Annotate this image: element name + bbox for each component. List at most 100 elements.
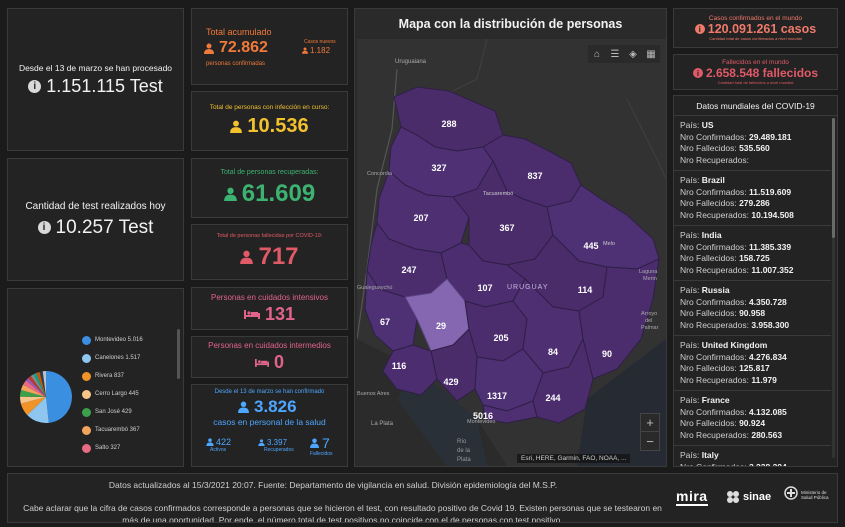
country-field: País: Russia	[680, 285, 730, 295]
legend-item[interactable]: Montevideo 5.016	[82, 331, 174, 349]
pie-slice[interactable]	[28, 375, 46, 397]
people-icon	[206, 438, 214, 446]
country-item[interactable]: País: US Nro Confirmados: 29.489.181 Nro F…	[674, 116, 831, 171]
country-field: País: Brazil	[680, 175, 725, 185]
pie-slice[interactable]	[27, 397, 49, 423]
activos-label: Activos	[210, 447, 227, 453]
legend-item[interactable]: Canelones 1.517	[82, 349, 174, 367]
intermedios-value: 0	[273, 352, 284, 372]
department-count-label[interactable]: 205	[493, 333, 508, 343]
zoom-out-button[interactable]: −	[646, 433, 654, 449]
pie-slice[interactable]	[33, 372, 46, 397]
pie-slice[interactable]	[25, 378, 46, 397]
country-field: Nro Fallecidos: 90.958	[680, 308, 766, 318]
place-la-plata: La Plata	[371, 421, 394, 427]
map-toolbar: ⌂ ☰ ◈ ▦	[588, 45, 660, 63]
country-list-scrollbar[interactable]	[832, 118, 835, 458]
map-canvas[interactable]: 288 327 837 207 367 445 247 107 114 67 29 205 84 90 11…	[357, 39, 666, 466]
list-icon[interactable]: ☰	[610, 48, 620, 60]
department-count-label[interactable]: 327	[431, 163, 446, 173]
pie-slice[interactable]	[46, 371, 73, 423]
total-acumulado-panel: Total acumulado 72.862 personas confirma…	[191, 8, 348, 85]
info-icon: i	[692, 68, 703, 78]
pie-slice[interactable]	[23, 380, 46, 397]
home-icon[interactable]: ⌂	[593, 48, 601, 60]
pie-slice[interactable]	[20, 390, 46, 397]
legend-swatch	[82, 335, 91, 345]
department-count-label[interactable]: 288	[441, 119, 456, 129]
country-field: Nro Fallecidos: 125.817	[680, 363, 770, 373]
pie-slice[interactable]	[42, 371, 46, 397]
place-uruguay: URUGUAY	[507, 284, 548, 291]
country-field: País: France	[680, 395, 730, 405]
personal-salud-sub: casos en personal de la salud	[213, 417, 326, 427]
place-rio-de-la-plata-1: Río	[457, 439, 467, 445]
legend-item[interactable]: Tacuarembó 367	[82, 421, 174, 439]
legend-item[interactable]: San José 429	[82, 403, 174, 421]
department-count-label[interactable]: 107	[477, 283, 492, 293]
legend-item[interactable]: Rivera 837	[82, 367, 174, 385]
department-count-label[interactable]: 429	[443, 377, 458, 387]
department-count-label[interactable]: 114	[578, 285, 593, 295]
pie-slice[interactable]	[30, 374, 46, 397]
department-count-label[interactable]: 84	[548, 347, 558, 357]
pie-slice[interactable]	[39, 371, 46, 397]
department-count-label[interactable]: 445	[583, 241, 598, 251]
pie-slice[interactable]	[36, 371, 46, 397]
country-item[interactable]: País: France Nro Confirmados: 4.132.085 Nr…	[674, 391, 831, 446]
legend-label: Salto 327	[95, 445, 121, 451]
distribution-pie-chart[interactable]	[16, 367, 76, 427]
country-list[interactable]: País: US Nro Confirmados: 29.489.181 Nro F…	[674, 116, 837, 466]
place-rio-de-la-plata-2: de la	[457, 448, 471, 454]
country-field: Nro Confirmados: 4.350.728	[680, 296, 787, 307]
country-item[interactable]: País: India Nro Confirmados: 11.385.339 Nr…	[674, 226, 831, 281]
layers-icon[interactable]: ◈	[629, 48, 637, 60]
department-count-label[interactable]: 90	[602, 349, 612, 359]
country-item[interactable]: País: Russia Nro Confirmados: 4.350.728 Nr…	[674, 281, 831, 336]
total-acumulado-value: 72.862	[219, 39, 268, 56]
department-count-label[interactable]: 67	[380, 317, 390, 327]
logo-mira: mira	[676, 488, 708, 506]
country-field: Nro Fallecidos: 279.286	[680, 198, 770, 208]
person-icon	[230, 120, 243, 133]
mundo-list-panel: Datos mundiales del COVID-19 País: US Nro…	[673, 95, 838, 467]
mundo-fallecidos-value: 2.658.548 fallecidos	[705, 66, 819, 80]
legend-item[interactable]: Salto 327	[82, 439, 174, 457]
place-uruguaiana: Uruguaiana	[395, 59, 427, 65]
legend-item[interactable]: Cerro Largo 445	[82, 385, 174, 403]
department-count-label[interactable]: 1317	[487, 391, 507, 401]
department-count-label[interactable]: 247	[401, 265, 416, 275]
department-count-label[interactable]: 244	[545, 393, 560, 403]
distribution-title	[8, 289, 183, 293]
intermedios-title: Personas en cuidados intermedios	[208, 341, 331, 350]
pie-slice[interactable]	[20, 384, 46, 397]
country-field: Nro Fallecidos: 90.924	[680, 418, 766, 428]
personal-salud-title: Desde el 13 de marzo se han confirmado	[214, 389, 325, 395]
country-field: País: US	[680, 120, 714, 130]
activos-value: 422	[216, 437, 232, 447]
country-item[interactable]: País: United Kingdom Nro Confirmados: 4.2…	[674, 336, 831, 391]
info-icon: i	[37, 221, 51, 234]
total-acumulado-sub: personas confirmadas	[206, 61, 266, 67]
department-count-label[interactable]: 29	[436, 321, 446, 331]
place-montevideo: Montevideo	[467, 419, 495, 425]
department-count-label[interactable]: 5016	[473, 411, 493, 421]
department-count-label[interactable]: 837	[527, 171, 542, 181]
qr-icon[interactable]: ▦	[646, 48, 656, 60]
department-count-label[interactable]: 116	[392, 361, 407, 371]
uruguay-map[interactable]: 288 327 837 207 367 445 247 107 114 67 29 205 84 90 11…	[357, 39, 666, 466]
pie-slice[interactable]	[20, 396, 46, 404]
department-count-label[interactable]: 207	[413, 213, 428, 223]
pie-slice[interactable]	[20, 397, 46, 415]
casos-nuevos-value: 1.182	[310, 46, 331, 55]
casos-nuevos-label: Casos nuevos	[304, 39, 336, 45]
intermedios-panel: Personas en cuidados intermedios 0	[191, 336, 348, 378]
mundo-confirmados-sub: Cantidad total de casos confirmados a ni…	[709, 36, 802, 41]
bed-icon	[243, 310, 260, 319]
total-acumulado-title: Total acumulado	[206, 27, 272, 37]
zoom-in-button[interactable]: +	[641, 414, 659, 432]
department-count-label[interactable]: 367	[499, 223, 514, 233]
legend-scrollbar[interactable]	[177, 329, 180, 379]
country-item[interactable]: País: Brazil Nro Confirmados: 11.519.609 N…	[674, 171, 831, 226]
